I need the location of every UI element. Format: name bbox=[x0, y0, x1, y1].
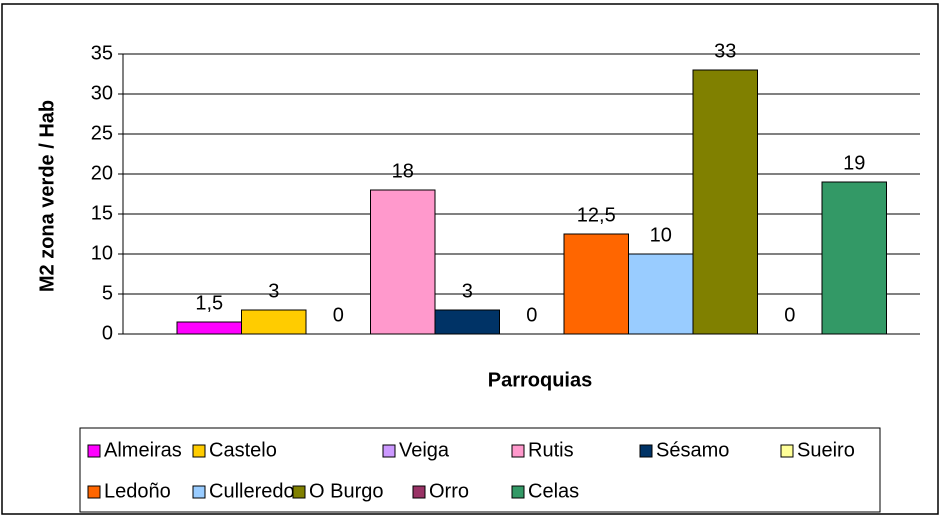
y-tick-label: 15 bbox=[91, 202, 113, 224]
y-tick-label: 25 bbox=[91, 122, 113, 144]
bar bbox=[563, 233, 629, 335]
bar bbox=[370, 189, 436, 335]
data-label: 18 bbox=[392, 160, 414, 182]
legend-label: Sueiro bbox=[797, 439, 855, 461]
data-label: 0 bbox=[784, 304, 795, 326]
bar bbox=[176, 321, 242, 335]
data-label: 33 bbox=[714, 40, 736, 62]
y-tick-label: 20 bbox=[91, 162, 113, 184]
legend-label: Veiga bbox=[399, 439, 450, 461]
legend-label: Culleredo bbox=[209, 480, 295, 502]
legend-label: Rutis bbox=[528, 439, 574, 461]
y-tick-label: 35 bbox=[91, 42, 113, 64]
bar bbox=[692, 69, 758, 335]
legend-label: Almeiras bbox=[104, 439, 182, 461]
legend-swatch bbox=[639, 444, 653, 458]
bar bbox=[821, 181, 887, 335]
legend-label: Sésamo bbox=[656, 439, 729, 461]
legend-swatch bbox=[87, 444, 101, 458]
y-tick-label: 10 bbox=[91, 242, 113, 264]
legend-box bbox=[79, 427, 881, 513]
legend-label: O Burgo bbox=[309, 480, 383, 502]
y-tick-label: 5 bbox=[102, 282, 113, 304]
data-label: 0 bbox=[526, 304, 537, 326]
legend-swatch bbox=[192, 444, 206, 458]
legend-label: Ledoño bbox=[104, 480, 171, 502]
data-label: 12,5 bbox=[577, 204, 616, 226]
bar bbox=[628, 253, 694, 335]
y-axis-title: M2 zona verde / Hab bbox=[36, 100, 58, 292]
y-tick-label: 0 bbox=[102, 322, 113, 344]
legend-swatch bbox=[382, 444, 396, 458]
legend-swatch bbox=[511, 485, 525, 499]
legend-swatch bbox=[292, 485, 306, 499]
legend-swatch bbox=[412, 485, 426, 499]
legend-label: Castelo bbox=[209, 439, 277, 461]
legend-label: Orro bbox=[429, 480, 469, 502]
data-label: 1,5 bbox=[195, 292, 223, 314]
x-axis-title: Parroquias bbox=[488, 369, 592, 391]
bar bbox=[241, 309, 307, 335]
data-label: 0 bbox=[333, 304, 344, 326]
data-label: 19 bbox=[843, 152, 865, 174]
legend-label: Celas bbox=[528, 480, 579, 502]
data-label: 3 bbox=[462, 280, 473, 302]
data-label: 3 bbox=[268, 280, 279, 302]
legend-swatch bbox=[87, 485, 101, 499]
data-label: 10 bbox=[650, 224, 672, 246]
bar bbox=[434, 309, 500, 335]
legend-swatch bbox=[511, 444, 525, 458]
y-tick-label: 30 bbox=[91, 82, 113, 104]
legend-swatch bbox=[192, 485, 206, 499]
legend-swatch bbox=[780, 444, 794, 458]
